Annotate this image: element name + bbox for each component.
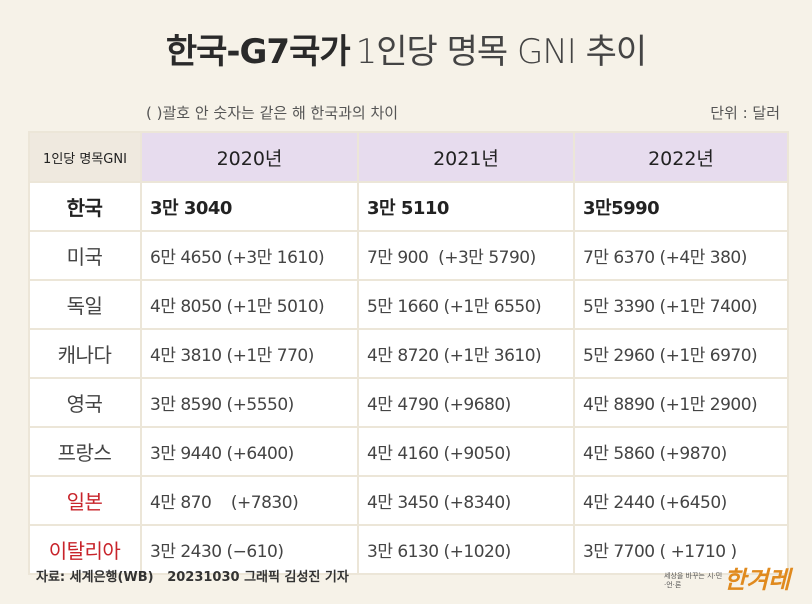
- column-header: 2021년: [357, 131, 575, 183]
- country-cell: 미국: [28, 230, 142, 281]
- value-cell: 3만 3040: [140, 181, 359, 232]
- title: 한국-G7국가 1인당 명목 GNI 추이: [0, 24, 812, 73]
- logo: 한겨레: [724, 566, 791, 594]
- logo-tagline: 세상을 바꾸는 시·민·언·론: [664, 572, 723, 589]
- value-cell: 4만 8720 (+1만 3610): [357, 328, 575, 379]
- value-cell: 3만 9440 (+6400): [140, 426, 359, 477]
- country-cell: 이탈리아: [28, 524, 142, 575]
- value-cell: 4만 870 (+7830): [140, 475, 359, 526]
- value-cell: 5만 2960 (+1만 6970): [573, 328, 789, 379]
- value-cell: 4만 5860 (+9870): [573, 426, 789, 477]
- value-cell: 4만 2440 (+6450): [573, 475, 789, 526]
- source: 자료: 세계은행(WB) 20231030 그래픽 김성진 기자: [36, 570, 349, 585]
- value-cell: 4만 4790 (+9680): [357, 377, 575, 428]
- value-cell: 4만 8050 (+1만 5010): [140, 279, 359, 330]
- value-cell: 3만 2430 (−610): [140, 524, 359, 575]
- value-cell: 5만 3390 (+1만 7400): [573, 279, 789, 330]
- table-row: 프랑스 3만 9440 (+6400) 4만 4160 (+9050) 4만 5860…: [28, 426, 789, 477]
- value-cell: 3만5990: [573, 181, 789, 232]
- value-cell: 3만 5110: [357, 181, 575, 232]
- gni-table: 1인당 명목GNI 2020년 2021년 2022년 한국 3만 3040 3만 511…: [28, 131, 789, 575]
- unit: 단위 : 달러: [710, 104, 780, 122]
- value-cell: 3만 6130 (+1020): [357, 524, 575, 575]
- country-cell: 프랑스: [28, 426, 142, 477]
- column-header: 2020년: [140, 131, 359, 183]
- country-cell: 한국: [28, 181, 142, 232]
- value-cell: 6만 4650 (+3만 1610): [140, 230, 359, 281]
- country-cell: 영국: [28, 377, 142, 428]
- table-row: 캐나다 4만 3810 (+1만 770) 4만 8720 (+1만 3610) 5만…: [28, 328, 789, 379]
- corner-cell: 1인당 명목GNI: [28, 131, 142, 183]
- country-cell: 독일: [28, 279, 142, 330]
- header-row: 1인당 명목GNI 2020년 2021년 2022년: [28, 131, 789, 183]
- country-cell: 일본: [28, 475, 142, 526]
- table-head: 1인당 명목GNI 2020년 2021년 2022년: [28, 131, 789, 183]
- value-cell: 4만 3450 (+8340): [357, 475, 575, 526]
- table-row: 영국 3만 8590 (+5550) 4만 4790 (+9680) 4만 8890 …: [28, 377, 789, 428]
- title-rest: 1인당 명목 GNI 추이: [355, 32, 648, 72]
- value-cell: 4만 4160 (+9050): [357, 426, 575, 477]
- table-row: 미국 6만 4650 (+3만 1610) 7만 900 (+3만 5790) 7만 …: [28, 230, 789, 281]
- column-header: 2022년: [573, 131, 789, 183]
- note: ( )괄호 안 숫자는 같은 해 한국과의 차이: [146, 104, 399, 122]
- value-cell: 4만 8890 (+1만 2900): [573, 377, 789, 428]
- table-row: 일본 4만 870 (+7830) 4만 3450 (+8340) 4만 2440 (…: [28, 475, 789, 526]
- title-bold: 한국-G7국가: [165, 32, 351, 72]
- table-row: 이탈리아 3만 2430 (−610) 3만 6130 (+1020) 3만 7700…: [28, 524, 789, 575]
- value-cell: 7만 6370 (+4만 380): [573, 230, 789, 281]
- value-cell: 7만 900 (+3만 5790): [357, 230, 575, 281]
- value-cell: 3만 8590 (+5550): [140, 377, 359, 428]
- table-body: 한국 3만 3040 3만 5110 3만5990 미국 6만 4650 (+3만 161…: [28, 181, 789, 575]
- value-cell: 4만 3810 (+1만 770): [140, 328, 359, 379]
- country-cell: 캐나다: [28, 328, 142, 379]
- table-row: 독일 4만 8050 (+1만 5010) 5만 1660 (+1만 6550) 5만…: [28, 279, 789, 330]
- value-cell: 3만 7700 ( +1710 ): [573, 524, 789, 575]
- value-cell: 5만 1660 (+1만 6550): [357, 279, 575, 330]
- table-row: 한국 3만 3040 3만 5110 3만5990: [28, 181, 789, 232]
